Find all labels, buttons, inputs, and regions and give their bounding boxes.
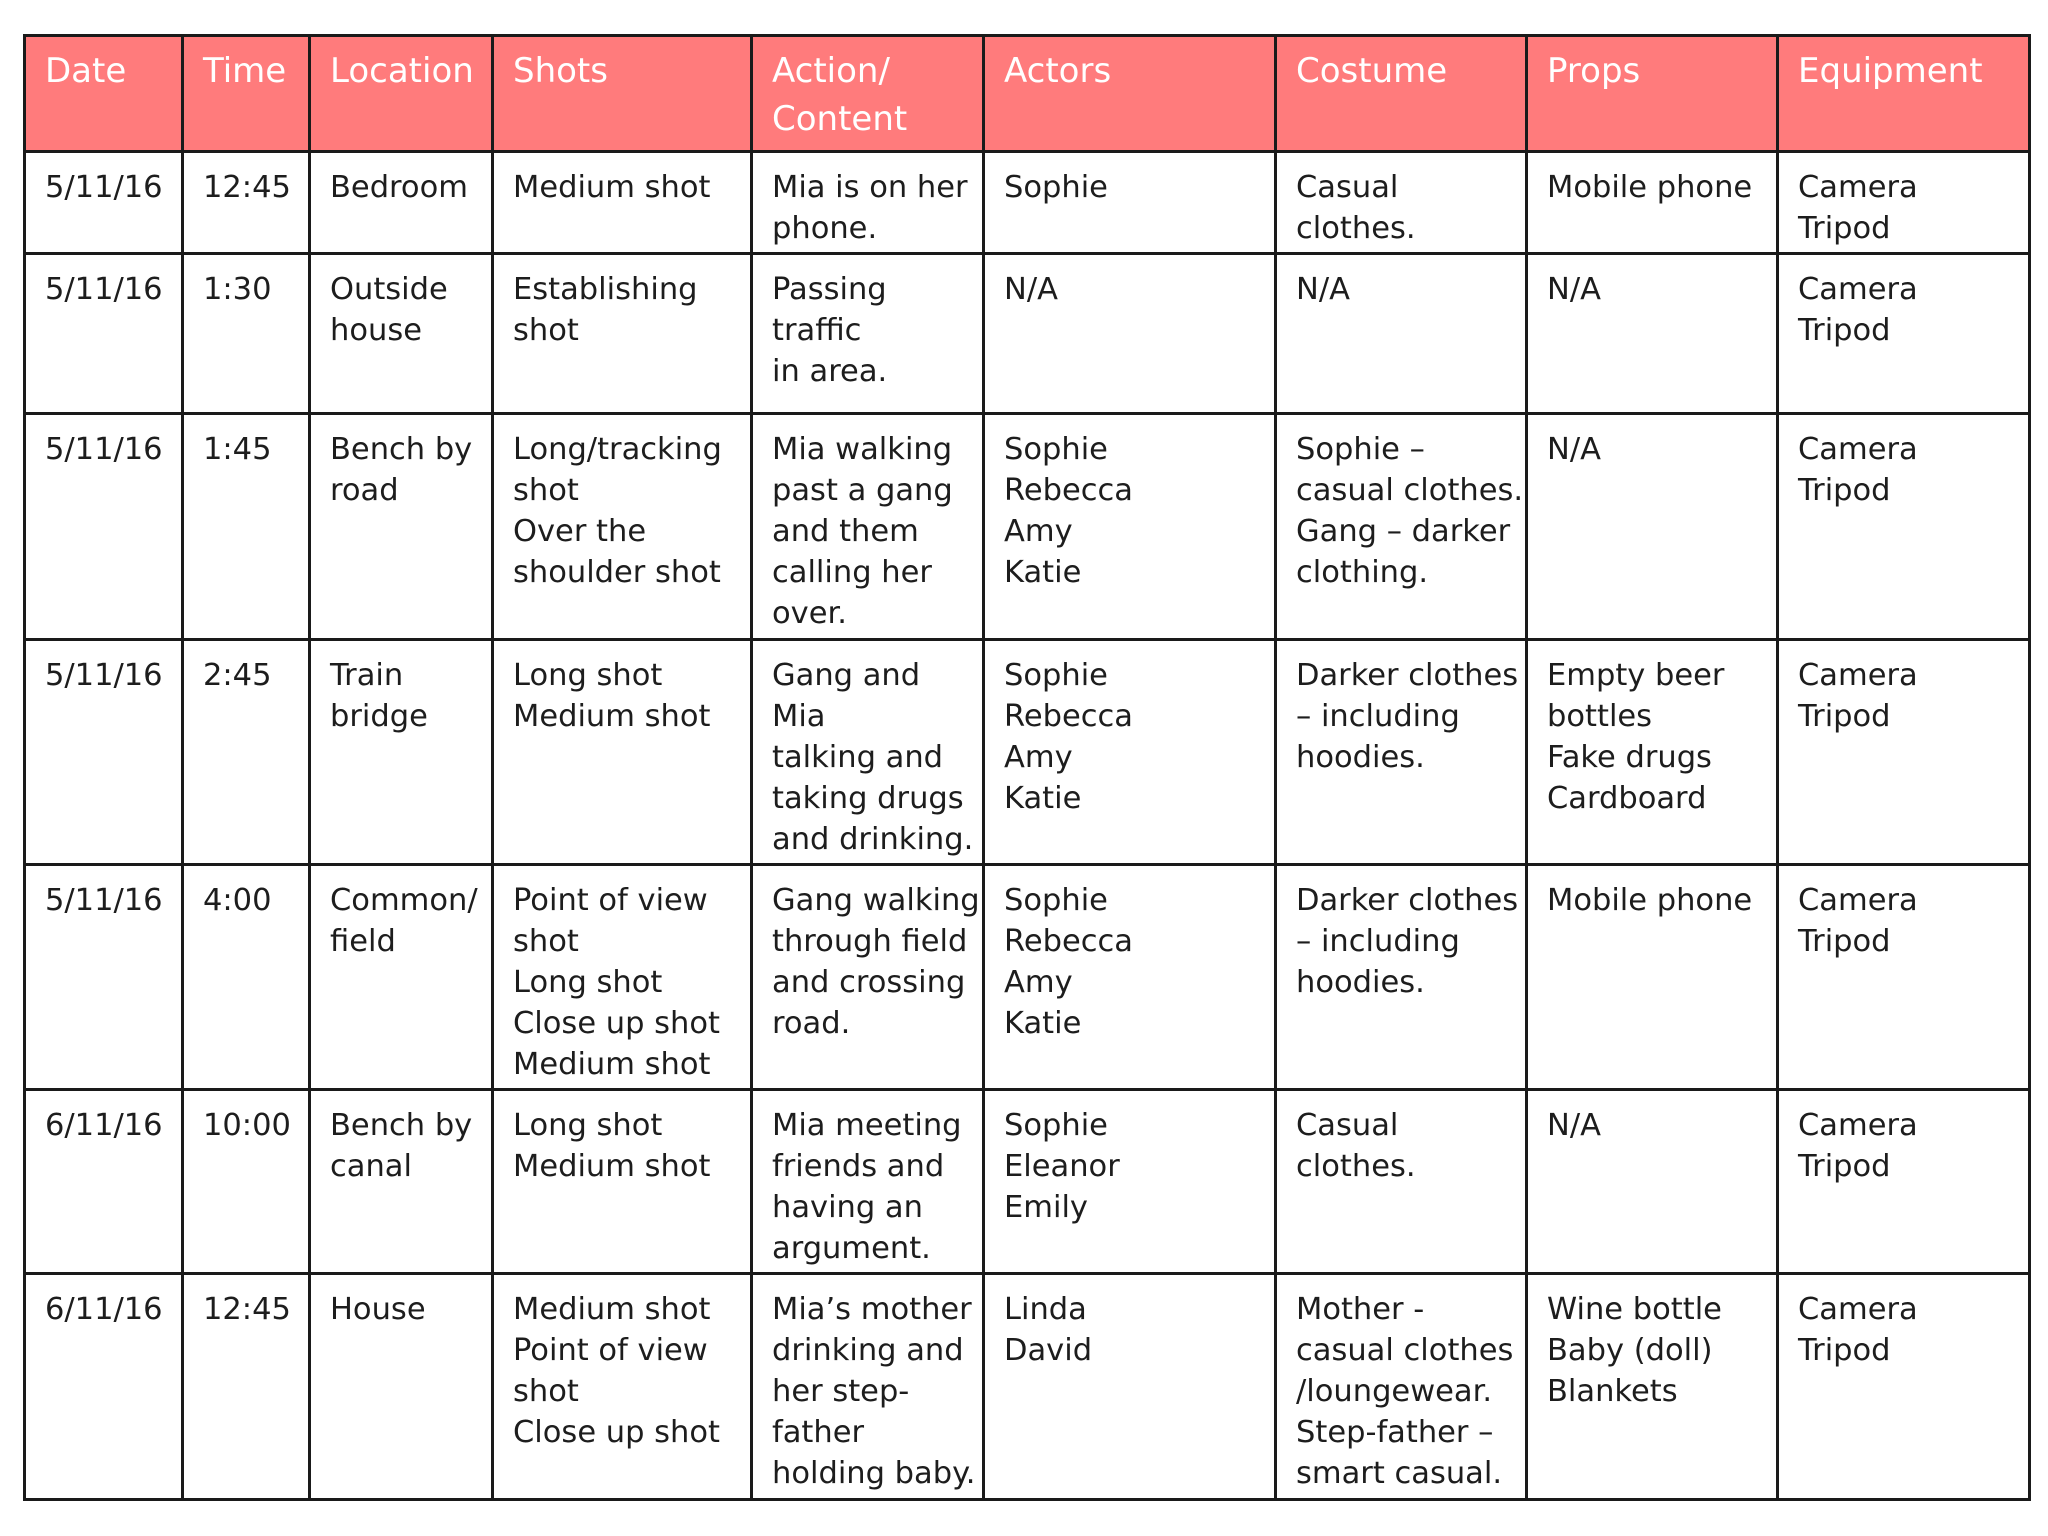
cell-date: 5/11/16 bbox=[23, 252, 184, 415]
cell-costume: Casual clothes. bbox=[1274, 150, 1528, 255]
cell-equipment: Camera Tripod bbox=[1776, 150, 2031, 255]
cell-shots: Medium shot Point of view shot Close up … bbox=[491, 1272, 753, 1501]
cell-action: Mia walking past a gang and them calling… bbox=[750, 412, 985, 641]
cell-action: Gang walking through field and crossing … bbox=[750, 863, 985, 1091]
cell-location: Outside house bbox=[308, 252, 494, 415]
cell-location: House bbox=[308, 1272, 494, 1501]
header-shots: Shots bbox=[491, 34, 753, 153]
cell-props: Mobile phone bbox=[1525, 150, 1779, 255]
cell-actors: N/A bbox=[982, 252, 1277, 415]
cell-location: Bench by road bbox=[308, 412, 494, 641]
cell-actors: Sophie bbox=[982, 150, 1277, 255]
cell-location: Bedroom bbox=[308, 150, 494, 255]
cell-props: N/A bbox=[1525, 412, 1779, 641]
cell-actors: Sophie Rebecca Amy Katie bbox=[982, 863, 1277, 1091]
cell-shots: Long/tracking shot Over the shoulder sho… bbox=[491, 412, 753, 641]
cell-costume: Mother - casual clothes /loungewear. Ste… bbox=[1274, 1272, 1528, 1501]
cell-location: Common/ field bbox=[308, 863, 494, 1091]
cell-actors: Sophie Rebecca Amy Katie bbox=[982, 412, 1277, 641]
cell-actors: Sophie Rebecca Amy Katie bbox=[982, 638, 1277, 866]
table-row: 5/11/16 4:00 Common/ field Point of view… bbox=[23, 863, 2031, 1091]
cell-equipment: Camera Tripod bbox=[1776, 863, 2031, 1091]
cell-equipment: Camera Tripod bbox=[1776, 638, 2031, 866]
table-row: 6/11/16 10:00 Bench by canal Long shot M… bbox=[23, 1088, 2031, 1275]
header-action-content: Action/ Content bbox=[750, 34, 985, 153]
header-date: Date bbox=[23, 34, 184, 153]
header-equipment: Equipment bbox=[1776, 34, 2031, 153]
cell-date: 5/11/16 bbox=[23, 412, 184, 641]
table-row: 6/11/16 12:45 House Medium shot Point of… bbox=[23, 1272, 2031, 1501]
cell-costume: Sophie – casual clothes. Gang – darker c… bbox=[1274, 412, 1528, 641]
table-row: 5/11/16 1:30 Outside house Establishing … bbox=[23, 252, 2031, 415]
cell-time: 4:00 bbox=[181, 863, 311, 1091]
header-actors: Actors bbox=[982, 34, 1277, 153]
shooting-schedule-table: Date Time Location Shots Action/ Content… bbox=[23, 34, 2031, 1501]
cell-time: 10:00 bbox=[181, 1088, 311, 1275]
header-time: Time bbox=[181, 34, 311, 153]
cell-shots: Establishing shot bbox=[491, 252, 753, 415]
cell-equipment: Camera Tripod bbox=[1776, 252, 2031, 415]
cell-date: 5/11/16 bbox=[23, 863, 184, 1091]
header-location: Location bbox=[308, 34, 494, 153]
cell-costume: Darker clothes – including hoodies. bbox=[1274, 638, 1528, 866]
cell-time: 12:45 bbox=[181, 150, 311, 255]
cell-props: Mobile phone bbox=[1525, 863, 1779, 1091]
cell-time: 1:45 bbox=[181, 412, 311, 641]
cell-shots: Medium shot bbox=[491, 150, 753, 255]
cell-props: N/A bbox=[1525, 252, 1779, 415]
cell-actors: Sophie Eleanor Emily bbox=[982, 1088, 1277, 1275]
cell-equipment: Camera Tripod bbox=[1776, 412, 2031, 641]
cell-actors: Linda David bbox=[982, 1272, 1277, 1501]
cell-date: 5/11/16 bbox=[23, 150, 184, 255]
cell-action: Mia meeting friends and having an argume… bbox=[750, 1088, 985, 1275]
cell-action: Mia’s mother drinking and her step- fath… bbox=[750, 1272, 985, 1501]
cell-action: Gang and Mia talking and taking drugs an… bbox=[750, 638, 985, 866]
table-row: 5/11/16 1:45 Bench by road Long/tracking… bbox=[23, 412, 2031, 641]
cell-props: Wine bottle Baby (doll) Blankets bbox=[1525, 1272, 1779, 1501]
cell-date: 5/11/16 bbox=[23, 638, 184, 866]
cell-costume: Casual clothes. bbox=[1274, 1088, 1528, 1275]
header-row: Date Time Location Shots Action/ Content… bbox=[23, 34, 2031, 153]
cell-shots: Long shot Medium shot bbox=[491, 638, 753, 866]
header-props: Props bbox=[1525, 34, 1779, 153]
cell-date: 6/11/16 bbox=[23, 1272, 184, 1501]
cell-props: Empty beer bottles Fake drugs Cardboard bbox=[1525, 638, 1779, 866]
cell-time: 12:45 bbox=[181, 1272, 311, 1501]
table-row: 5/11/16 12:45 Bedroom Medium shot Mia is… bbox=[23, 150, 2031, 255]
cell-shots: Long shot Medium shot bbox=[491, 1088, 753, 1275]
cell-equipment: Camera Tripod bbox=[1776, 1088, 2031, 1275]
cell-shots: Point of view shot Long shot Close up sh… bbox=[491, 863, 753, 1091]
cell-action: Passing traffic in area. bbox=[750, 252, 985, 415]
header-costume: Costume bbox=[1274, 34, 1528, 153]
cell-location: Train bridge bbox=[308, 638, 494, 866]
cell-time: 2:45 bbox=[181, 638, 311, 866]
cell-costume: N/A bbox=[1274, 252, 1528, 415]
cell-time: 1:30 bbox=[181, 252, 311, 415]
cell-costume: Darker clothes – including hoodies. bbox=[1274, 863, 1528, 1091]
cell-action: Mia is on her phone. bbox=[750, 150, 985, 255]
table-row: 5/11/16 2:45 Train bridge Long shot Medi… bbox=[23, 638, 2031, 866]
cell-equipment: Camera Tripod bbox=[1776, 1272, 2031, 1501]
cell-location: Bench by canal bbox=[308, 1088, 494, 1275]
cell-date: 6/11/16 bbox=[23, 1088, 184, 1275]
cell-props: N/A bbox=[1525, 1088, 1779, 1275]
